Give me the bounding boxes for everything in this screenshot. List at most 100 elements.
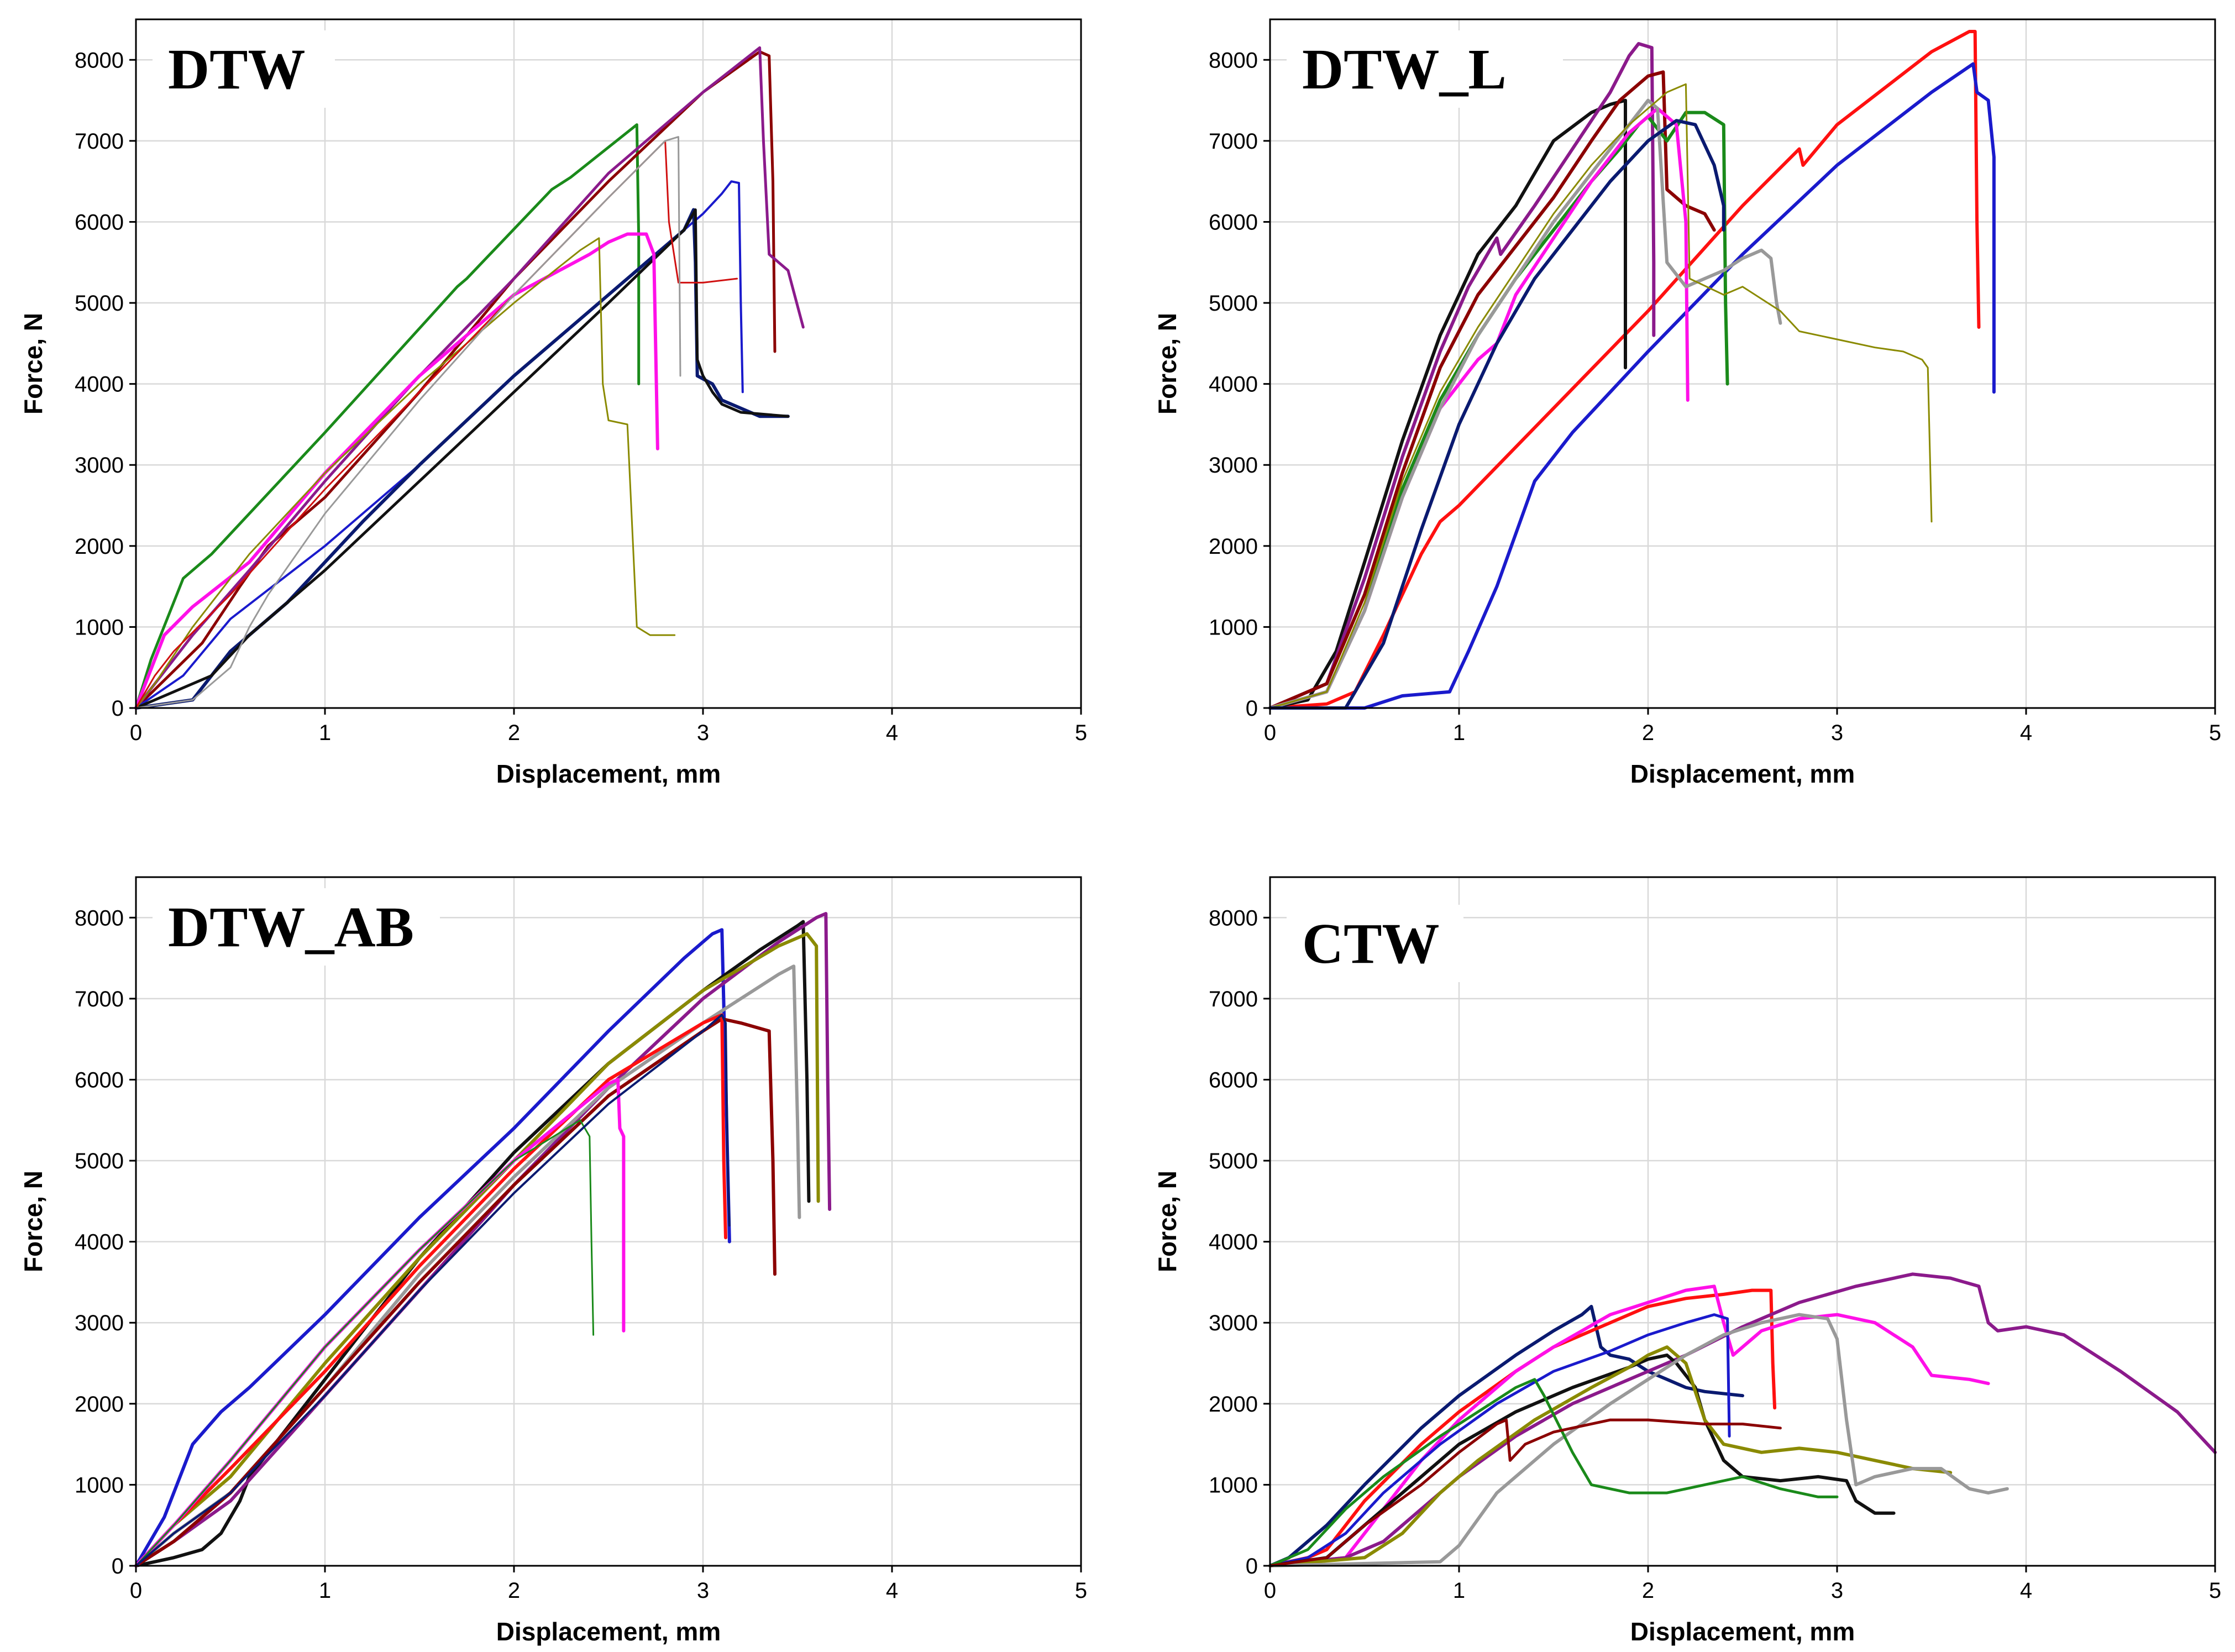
y-tick-label: 3000 — [1209, 453, 1258, 478]
x-tick-label: 4 — [2020, 721, 2032, 745]
plot-area — [1270, 877, 2215, 1566]
x-tick-label: 2 — [508, 1578, 520, 1603]
y-tick-label: 3000 — [75, 1311, 124, 1335]
series-line-black — [134, 208, 790, 710]
x-tick-label: 0 — [130, 721, 142, 745]
series-line-green — [135, 1119, 595, 1567]
y-axis-label: Force, N — [1153, 313, 1182, 415]
x-tick-label: 3 — [697, 1578, 709, 1603]
y-tick-label: 0 — [112, 1554, 124, 1578]
x-tick-label: 5 — [1075, 1578, 1087, 1603]
series-line-olive — [1269, 83, 1933, 709]
y-tick-label: 2000 — [1209, 1392, 1258, 1417]
y-tick-label: 1000 — [1209, 615, 1258, 639]
x-tick-label: 1 — [1453, 721, 1465, 745]
y-tick-label: 7000 — [75, 129, 124, 154]
chart-panel-dtw-ab: 0 1 2 3 4 5 0 1000 2000 3000 4000 5000 6000 7000 8000 D… — [19, 876, 1087, 1646]
y-tick-label: 1000 — [75, 615, 124, 639]
y-tick-label: 1000 — [1209, 1473, 1258, 1497]
y-tick-label: 1000 — [75, 1473, 124, 1497]
x-tick-label: 5 — [1075, 721, 1087, 745]
y-tick-label: 3000 — [1209, 1311, 1258, 1335]
x-tick-label: 2 — [1642, 1578, 1654, 1603]
x-tick-label: 2 — [1642, 721, 1654, 745]
y-tick-label: 4000 — [75, 1230, 124, 1255]
x-tick-label: 0 — [130, 1578, 142, 1603]
chart-panel-dtw-l: 0 1 2 3 4 5 0 1000 2000 3000 4000 5000 6000 7000 8000 D… — [1153, 18, 2221, 788]
x-axis-label: Displacement, mm — [1630, 759, 1855, 788]
x-tick-label: 5 — [2209, 1578, 2221, 1603]
title-backdrop — [1287, 30, 1563, 108]
x-tick-label: 4 — [2020, 1578, 2032, 1603]
x-axis-label: Displacement, mm — [496, 1617, 721, 1646]
y-axis-label: Force, N — [19, 1171, 48, 1272]
title-backdrop — [153, 30, 335, 108]
plot-frame — [1269, 876, 2216, 1567]
series-line-navy — [1268, 119, 1725, 710]
y-tick-label: 2000 — [75, 534, 124, 559]
y-tick-label: 7000 — [75, 987, 124, 1011]
series-line-blue — [134, 928, 731, 1567]
y-tick-label: 7000 — [1209, 987, 1258, 1011]
y-tick-label: 4000 — [1209, 373, 1258, 397]
x-tick-label: 0 — [1264, 1578, 1276, 1603]
x-tick-label: 5 — [2209, 721, 2221, 745]
y-tick-label: 2000 — [1209, 534, 1258, 559]
y-axis-label: Force, N — [19, 313, 48, 415]
y-tick-label: 8000 — [1209, 48, 1258, 72]
series-line-olive — [1268, 1345, 1953, 1567]
x-tick-label: 0 — [1264, 721, 1276, 745]
x-tick-label: 1 — [1453, 1578, 1465, 1603]
panel-title: DTW_L — [1302, 38, 1507, 101]
x-tick-label: 2 — [508, 721, 520, 745]
chart-panel-ctw: 0 1 2 3 4 5 0 1000 2000 3000 4000 5000 6000 7000 8000 D… — [1153, 876, 2221, 1646]
series-line-darkred — [1268, 70, 1716, 710]
series-line-green — [1268, 1378, 1839, 1567]
y-tick-label: 3000 — [75, 453, 124, 478]
series-line-gray — [135, 136, 681, 709]
y-tick-label: 7000 — [1209, 129, 1258, 154]
series-line-gray — [1268, 1313, 2009, 1567]
series-line-black — [1268, 98, 1627, 710]
series-line-darkred — [1268, 1418, 1782, 1567]
y-tick-label: 0 — [1246, 1554, 1258, 1578]
y-tick-label: 6000 — [75, 210, 124, 234]
panel-title: DTW_AB — [168, 895, 414, 959]
x-tick-label: 4 — [886, 1578, 898, 1603]
plot-frame — [1269, 18, 2216, 709]
series-line-blue — [1268, 1313, 1731, 1567]
series-line-olive — [135, 237, 676, 709]
x-tick-label: 3 — [1831, 1578, 1843, 1603]
series-line-navy — [1268, 1304, 1744, 1567]
y-tick-label: 6000 — [1209, 1068, 1258, 1092]
y-tick-label: 6000 — [1209, 210, 1258, 234]
x-axis-label: Displacement, mm — [496, 759, 721, 788]
x-tick-label: 4 — [886, 721, 898, 745]
y-tick-label: 4000 — [1209, 1230, 1258, 1255]
x-tick-label: 3 — [1831, 721, 1843, 745]
y-tick-label: 8000 — [75, 906, 124, 930]
plot-frame — [135, 18, 1082, 709]
x-tick-label: 1 — [319, 1578, 331, 1603]
y-tick-label: 2000 — [75, 1392, 124, 1417]
x-tick-label: 3 — [697, 721, 709, 745]
series-line-black — [1268, 1353, 1896, 1567]
series-line-blue — [1268, 62, 1996, 710]
chart-panel-dtw: 0 1 2 3 4 5 0 1000 2000 3000 4000 5000 6000 7000 8000 D… — [19, 18, 1087, 788]
series-line-red — [134, 1013, 727, 1567]
series-line-magenta — [1268, 1284, 1990, 1567]
y-tick-label: 0 — [112, 696, 124, 721]
series-line-olive — [134, 932, 820, 1567]
plot-area — [136, 877, 1081, 1566]
series-line-gray — [1268, 98, 1782, 710]
series-line-navy — [135, 1014, 731, 1567]
plot-area — [136, 19, 1081, 708]
x-tick-label: 1 — [319, 721, 331, 745]
y-axis-label: Force, N — [1153, 1171, 1182, 1272]
y-tick-label: 4000 — [75, 373, 124, 397]
y-tick-label: 5000 — [1209, 1149, 1258, 1173]
series-line-green — [134, 123, 641, 710]
series-line-red — [1268, 1288, 1777, 1567]
plot-frame — [135, 876, 1082, 1567]
